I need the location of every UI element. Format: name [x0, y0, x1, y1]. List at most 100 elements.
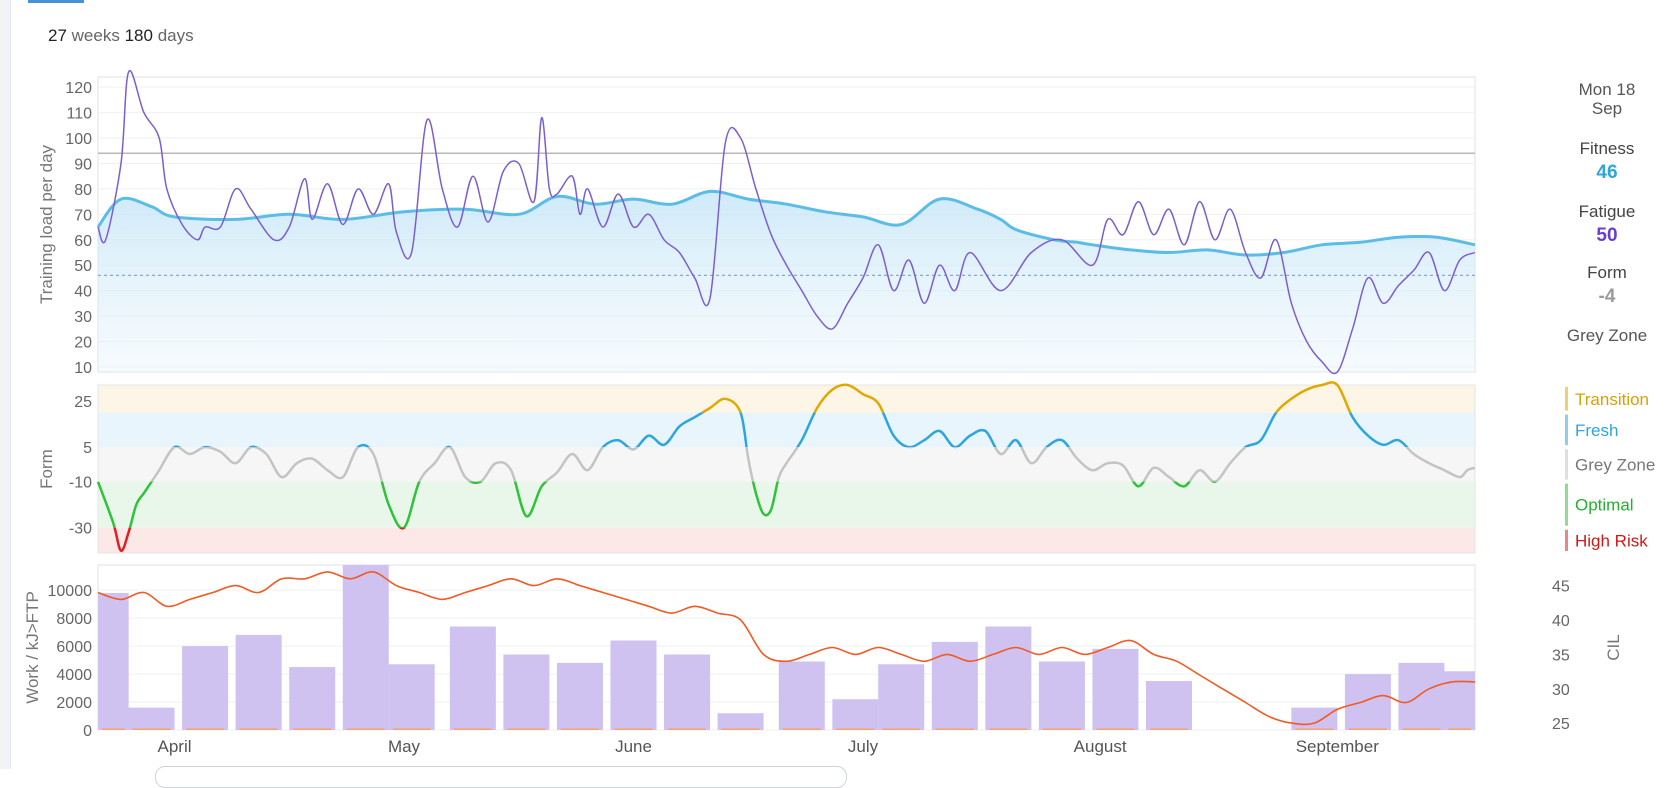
- form-line-optimal: [96, 481, 1218, 528]
- work-bar: [610, 640, 657, 730]
- active-tab-indicator[interactable]: [28, 0, 84, 3]
- work-bar: [182, 646, 229, 730]
- work-bar-base: [1448, 728, 1471, 730]
- form-axis-title: Form: [37, 449, 56, 489]
- work-bar-base: [1295, 728, 1334, 730]
- load-tick-label: 80: [74, 182, 92, 199]
- work-bar: [664, 654, 711, 730]
- work-tick-label: 8000: [56, 611, 92, 628]
- zone-band-fresh: [98, 412, 1475, 448]
- fatigue-value: 50: [1596, 225, 1618, 246]
- zone-marker-fresh: [1565, 414, 1568, 446]
- work-bar-base: [346, 728, 385, 730]
- load-tick-label: 120: [65, 80, 92, 97]
- month-label: July: [848, 737, 879, 756]
- selected-date: Mon 18 Sep: [1546, 80, 1668, 119]
- work-bar: [388, 664, 435, 730]
- work-bar-base: [721, 728, 760, 730]
- work-panel: 0 2000 4000 6000 8000 10000 25 30 35 40 45 Work / k…: [23, 564, 1623, 740]
- work-bar-base: [935, 728, 974, 730]
- work-bar: [503, 654, 550, 730]
- work-bar-base: [132, 728, 171, 730]
- days-label: days: [157, 26, 194, 45]
- form-label: Form: [1587, 263, 1627, 282]
- work-bar: [1444, 671, 1475, 730]
- weeks-count: 27: [48, 26, 67, 45]
- zone-label-grey-zone: Grey Zone: [1575, 455, 1655, 474]
- work-axis-title: Work / kJ>FTP: [23, 591, 42, 704]
- form-value: -4: [1598, 286, 1616, 307]
- work-bar-base: [239, 728, 278, 730]
- work-bar-base: [836, 728, 875, 730]
- weeks-label: weeks: [71, 26, 120, 45]
- form-tick-label: 5: [83, 440, 92, 457]
- zone-label-transition: Transition: [1575, 390, 1649, 409]
- fitness-line: [96, 189, 1476, 257]
- zone-band-high-risk: [98, 527, 1475, 553]
- load-tick-label: 20: [74, 334, 92, 351]
- work-tick-label: 10000: [48, 583, 93, 600]
- zone-band-transition: [98, 385, 1475, 413]
- zone-marker-grey-zone: [1565, 449, 1568, 480]
- form-zone-readout: Grey Zone: [1566, 326, 1648, 345]
- month-label: May: [388, 737, 421, 756]
- form-tick-label: -30: [69, 521, 92, 538]
- work-bar-base: [782, 728, 821, 730]
- work-bar-base: [186, 728, 225, 730]
- load-tick-label: 110: [66, 106, 92, 123]
- fitness-area: [98, 191, 1475, 372]
- training-load-panel: 10 20 30 40 50 60 70 80 90 100 110 120 Training load…: [37, 70, 1476, 377]
- work-bar-base: [614, 728, 653, 730]
- fatigue-line: [97, 70, 1476, 375]
- fatigue-label: Fatigue: [1578, 202, 1636, 221]
- work-bar: [832, 699, 879, 730]
- work-bar-base: [882, 728, 921, 730]
- work-bar: [985, 626, 1032, 730]
- load-tick-label: 50: [74, 258, 92, 275]
- work-bar-base: [392, 728, 431, 730]
- cil-tick-label: 45: [1552, 579, 1570, 596]
- fitness-value: 46: [1596, 162, 1618, 183]
- work-bar-base: [560, 728, 599, 730]
- cil-tick-label: 30: [1552, 682, 1570, 699]
- range-summary: 27 weeks 180 days: [48, 26, 194, 46]
- selected-date-month: Sep: [1591, 99, 1623, 118]
- work-bar: [1038, 661, 1085, 730]
- work-bar: [1092, 648, 1139, 730]
- work-tick-label: 4000: [56, 667, 92, 684]
- form-line-grey-zone: [98, 447, 1476, 482]
- work-bar-base: [102, 728, 125, 730]
- work-bar-base: [989, 728, 1028, 730]
- load-tick-label: 30: [74, 309, 92, 326]
- load-axis-title: Training load per day: [37, 144, 56, 304]
- load-tick-label: 90: [74, 156, 92, 173]
- work-bar: [98, 592, 129, 730]
- cil-line: [97, 571, 1476, 726]
- work-bar-base: [1402, 728, 1441, 730]
- cil-tick-label: 25: [1552, 716, 1570, 733]
- work-bar: [128, 707, 175, 730]
- work-bar-base: [293, 728, 332, 730]
- work-bar: [449, 626, 496, 730]
- work-bar-base: [1096, 728, 1135, 730]
- form-readout: Form -4: [1546, 263, 1668, 308]
- bottom-control-outline[interactable]: [155, 766, 847, 788]
- month-axis: April May June July August September: [157, 737, 1379, 756]
- left-sidebar-strip: [0, 0, 11, 769]
- work-bar: [931, 641, 978, 730]
- zone-band-optimal: [98, 481, 1475, 528]
- zone-label-fresh: Fresh: [1575, 421, 1618, 440]
- form-tick-label: 25: [74, 394, 92, 411]
- work-bar: [556, 662, 603, 730]
- work-bar: [289, 667, 336, 730]
- load-tick-label: 40: [74, 284, 92, 301]
- zone-marker-transition: [1565, 387, 1568, 411]
- zone-label-optimal: Optimal: [1575, 496, 1634, 515]
- zone-marker-optimal: [1565, 483, 1568, 526]
- load-tick-label: 60: [74, 233, 92, 250]
- work-tick-label: 6000: [56, 639, 92, 656]
- work-bar: [1146, 681, 1192, 730]
- work-bar-base: [1150, 728, 1188, 730]
- work-bar: [1398, 662, 1445, 730]
